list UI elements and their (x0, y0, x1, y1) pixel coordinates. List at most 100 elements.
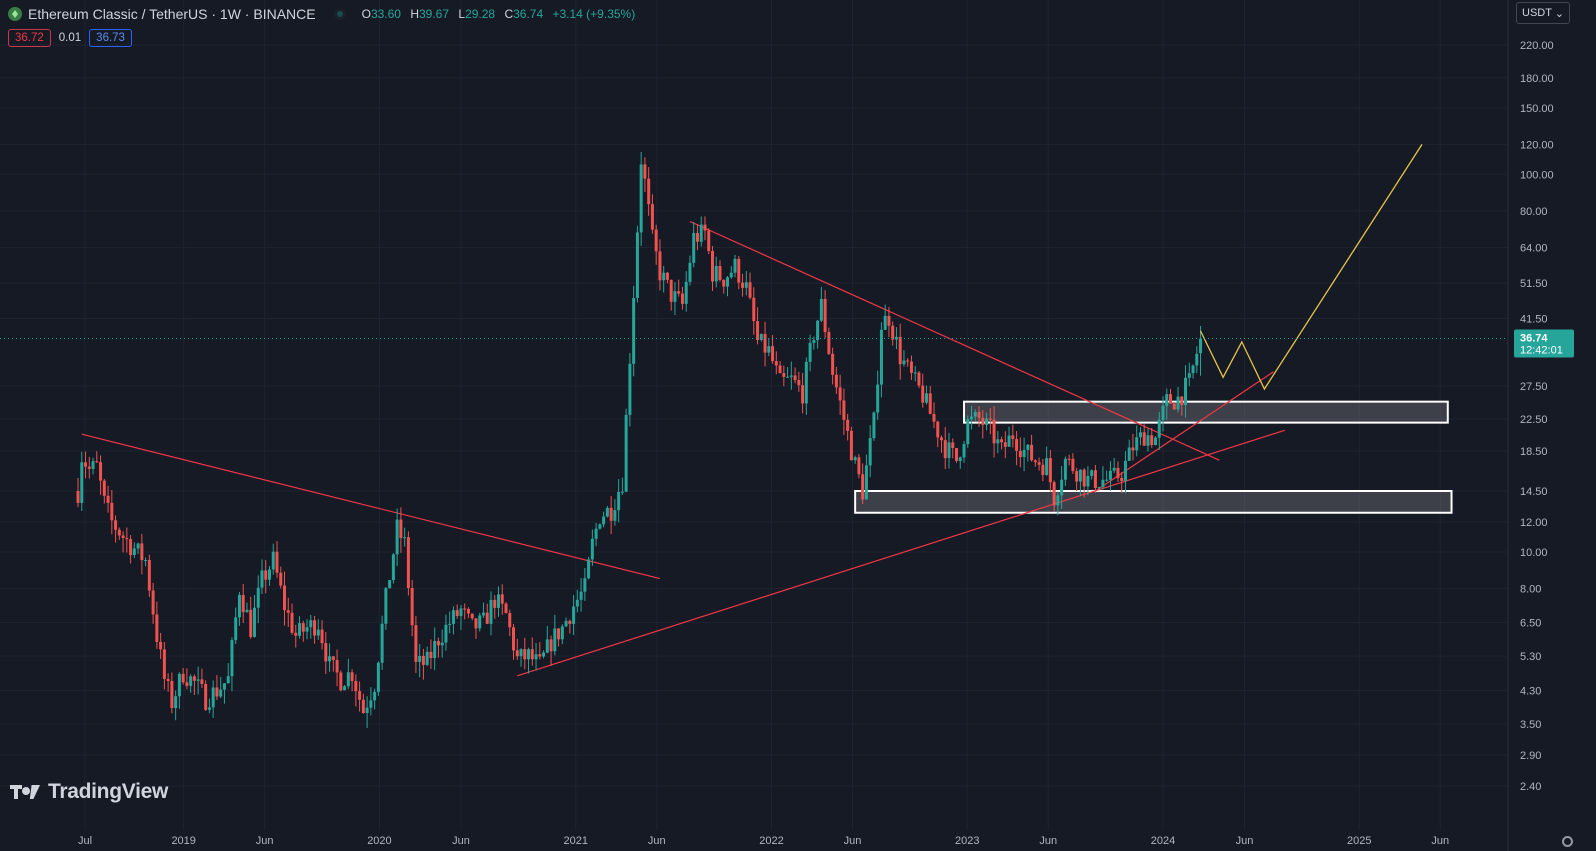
tradingview-logo[interactable]: TradingView (10, 780, 168, 804)
candle-body (102, 480, 106, 496)
candle-body (421, 655, 425, 665)
candle-body (951, 442, 955, 449)
candle-body (376, 662, 380, 692)
candle-body (632, 298, 636, 364)
candle-body (155, 614, 159, 642)
candle-body (444, 624, 448, 643)
candle-body (714, 266, 718, 282)
candle-body (215, 687, 219, 697)
x-tick-label: 2025 (1347, 835, 1371, 847)
candle-body (778, 365, 782, 374)
y-tick-label: 3.50 (1520, 719, 1541, 731)
sell-price-button[interactable]: 36.72 (8, 29, 51, 47)
candle-body (301, 623, 305, 632)
x-tick-label: Jun (256, 835, 274, 847)
trendlines (81, 220, 1285, 677)
last-price-countdown: 12:42:01 (1520, 345, 1563, 357)
candle-body (834, 374, 838, 388)
y-tick-label: 80.00 (1520, 206, 1548, 218)
candle-body (568, 620, 572, 624)
candle-body (1176, 396, 1180, 410)
y-tick-label: 8.00 (1520, 584, 1541, 596)
candle-body (354, 680, 358, 692)
candle-body (1071, 458, 1075, 472)
candle-body (365, 707, 369, 714)
candle-body (1060, 479, 1064, 496)
candle-body (973, 412, 977, 417)
candle-body (733, 258, 737, 273)
candle-body (1127, 447, 1131, 461)
candle-body (695, 232, 699, 242)
y-tick-label: 18.50 (1520, 446, 1548, 458)
x-tick-label: Jun (844, 835, 862, 847)
candle-body (114, 520, 118, 530)
candle-body (793, 375, 797, 381)
candle-body (808, 342, 812, 362)
candle-body (594, 528, 598, 539)
time-axis[interactable]: Jul 2019 Jun 2020 Jun 2021 Jun 2022 Jun 2023 Jun 20… (78, 835, 1449, 847)
candle-body (909, 361, 913, 373)
candle-body (955, 448, 959, 461)
y-tick-label: 4.30 (1520, 685, 1541, 697)
candle-body (1142, 432, 1146, 446)
gear-icon[interactable] (1562, 836, 1573, 847)
candle-body (624, 414, 628, 492)
projection-line (1199, 144, 1423, 391)
candle-body (309, 620, 313, 628)
candle-body (320, 629, 324, 644)
candle-body (748, 282, 752, 298)
candle-body (609, 507, 613, 521)
candle-body (534, 654, 538, 660)
candle-body (1172, 403, 1176, 410)
candle-body (744, 282, 748, 288)
price-axis[interactable]: 220.00 180.00 150.00 120.00 100.00 80.00 64.00… (1520, 40, 1554, 793)
tradingview-wordmark: TradingView (48, 780, 169, 803)
candle-body (958, 457, 962, 461)
candle-body (515, 650, 519, 657)
candle-body (162, 649, 166, 679)
candle-body (590, 538, 594, 560)
candle-body (399, 519, 403, 538)
candle-body (643, 164, 647, 179)
candle-body (613, 510, 617, 521)
y-tick-label: 180.00 (1520, 73, 1554, 85)
candle-body (391, 554, 395, 581)
candle-body (95, 461, 99, 463)
candle-body (1052, 482, 1056, 506)
candle-body (557, 628, 561, 640)
candle-body (1037, 462, 1041, 465)
candle-body (861, 474, 865, 500)
candle-body (575, 599, 579, 607)
candle-body (654, 229, 658, 252)
candle-body (913, 372, 917, 374)
candle-body (527, 649, 531, 660)
candle-body (1112, 467, 1116, 471)
candle-body (207, 707, 211, 710)
buy-price-button[interactable]: 36.73 (89, 29, 132, 47)
market-status-icon[interactable] (333, 8, 346, 20)
candle-body (403, 537, 407, 539)
candle-body (891, 325, 895, 340)
candle-body (650, 204, 654, 230)
candle-body (864, 465, 868, 500)
y-tick-label: 51.50 (1520, 278, 1548, 290)
candle-body (91, 461, 95, 469)
y-tick-label: 2.90 (1520, 750, 1541, 762)
candle-body (673, 291, 677, 302)
currency-selector[interactable]: USDT ⌄ (1516, 2, 1570, 24)
y-tick-label: 10.00 (1520, 547, 1548, 559)
candle-body (346, 672, 350, 687)
candle-body (1026, 444, 1030, 450)
candle-body (620, 491, 624, 493)
candle-body (406, 537, 410, 589)
candle-body (478, 615, 482, 629)
x-tick-label: Jun (1236, 835, 1254, 847)
x-tick-label: 2023 (955, 835, 979, 847)
candle-body (628, 363, 632, 415)
candle-body (286, 610, 290, 613)
candle-body (136, 543, 140, 549)
symbol-title[interactable]: Ethereum Classic / TetherUS · 1W · BINAN… (28, 6, 316, 22)
candle-body (512, 627, 516, 651)
candle-body (343, 686, 347, 691)
